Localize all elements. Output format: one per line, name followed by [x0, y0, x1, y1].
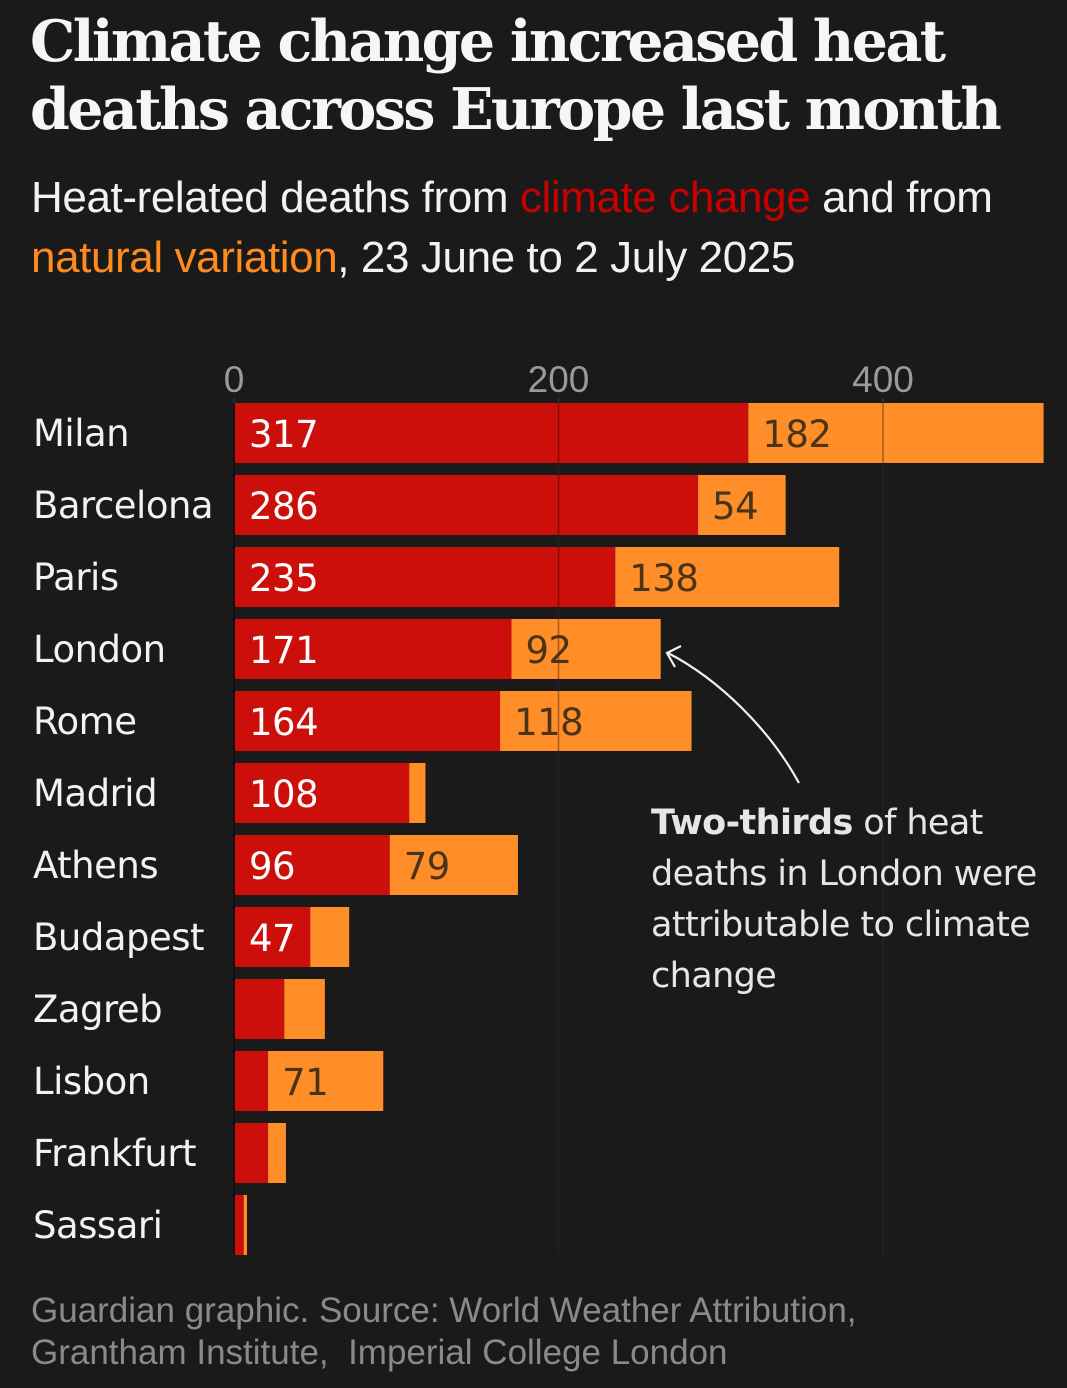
bar-climate-change	[234, 691, 501, 751]
category-label: London	[33, 628, 166, 671]
x-tick-label: 400	[852, 359, 914, 400]
bar-row-rome	[234, 691, 692, 751]
bar-climate-change	[234, 1123, 269, 1183]
annotation-arrow-line	[667, 652, 800, 784]
bar-chart: 0 200 400 Milan 317 182 Barcelona 286 54 Paris 23…	[33, 359, 1044, 1255]
bar-natural-variation	[243, 1195, 247, 1255]
bar-row-london	[234, 619, 661, 679]
bar-climate-change	[234, 475, 699, 535]
bar-natural-variation	[698, 475, 786, 535]
legend-climate-change: climate change	[519, 173, 811, 222]
value-label-natural-variation: 138	[629, 557, 698, 600]
category-label: Paris	[33, 556, 119, 599]
value-label-natural-variation: 54	[712, 485, 758, 528]
bar-natural-variation	[409, 763, 426, 823]
value-label-climate-change: 235	[249, 557, 318, 600]
bar-row-budapest	[234, 907, 350, 967]
annotation-arrow	[665, 645, 800, 784]
source-caption: Guardian graphic. Source: World Weather …	[31, 1290, 1031, 1374]
bar-natural-variation	[268, 1123, 286, 1183]
subtitle-middle: and from	[810, 173, 993, 222]
category-label: Madrid	[33, 772, 157, 815]
value-label-climate-change: 108	[249, 773, 318, 816]
category-label: Rome	[33, 700, 137, 743]
annotation-text: Two-thirds of heat deaths in London were…	[651, 798, 1051, 1002]
x-tick-label: 0	[224, 359, 245, 400]
bar-natural-variation	[389, 835, 518, 895]
bar-row-milan	[234, 403, 1044, 463]
bar-climate-change	[234, 619, 512, 679]
chart-title: Climate change increased heat deaths acr…	[30, 8, 1002, 143]
bar-natural-variation	[268, 1051, 384, 1111]
bar-climate-change	[234, 979, 285, 1039]
annotation-bold: Two-thirds	[651, 803, 853, 843]
value-label-climate-change: 96	[249, 845, 295, 888]
caption-line-2: Grantham Institute, Imperial College Lon…	[31, 1333, 728, 1372]
bars	[234, 403, 1044, 1255]
value-label-natural-variation: 182	[762, 413, 831, 456]
category-label: Frankfurt	[33, 1132, 196, 1175]
value-label-climate-change: 171	[249, 629, 318, 672]
bar-climate-change	[234, 907, 311, 967]
legend-natural-variation: natural variation	[31, 233, 338, 282]
value-label-climate-change: 286	[249, 485, 318, 528]
bar-natural-variation	[615, 547, 840, 607]
value-label-natural-variation: 118	[514, 701, 583, 744]
value-label-climate-change: 317	[249, 413, 318, 456]
category-label: Zagreb	[33, 988, 162, 1031]
bar-row-athens	[234, 835, 518, 895]
annotation-arrowhead-icon	[665, 645, 682, 668]
chart-subtitle: Heat-related deaths from climate change …	[31, 168, 1051, 288]
bar-row-paris	[234, 547, 840, 607]
caption-line-1: Guardian graphic. Source: World Weather …	[31, 1291, 857, 1330]
bar-climate-change	[234, 403, 749, 463]
bar-climate-change	[234, 835, 390, 895]
value-label-climate-change: 47	[249, 917, 295, 960]
bar-natural-variation	[511, 619, 661, 679]
bar-row-barcelona	[234, 475, 786, 535]
category-label: Barcelona	[33, 484, 213, 527]
category-label: Budapest	[33, 916, 204, 959]
value-label-climate-change: 164	[249, 701, 318, 744]
bar-row-frankfurt	[234, 1123, 286, 1183]
bar-natural-variation	[748, 403, 1044, 463]
x-tick-label: 200	[528, 359, 590, 400]
bar-natural-variation	[500, 691, 692, 751]
bar-row-zagreb	[234, 979, 325, 1039]
bar-climate-change	[234, 763, 410, 823]
bar-climate-change	[234, 1051, 269, 1111]
bar-climate-change	[234, 1195, 244, 1255]
category-label: Lisbon	[33, 1060, 150, 1103]
value-label-natural-variation: 92	[525, 629, 571, 672]
bar-natural-variation	[310, 907, 350, 967]
value-label-natural-variation: 71	[282, 1061, 328, 1104]
bar-row-sassari	[234, 1195, 247, 1255]
category-label: Athens	[33, 844, 158, 887]
category-label: Sassari	[33, 1204, 162, 1247]
value-label-natural-variation: 79	[404, 845, 450, 888]
labels: Milan 317 182 Barcelona 286 54 Paris 235 138 Lond…	[33, 412, 832, 1247]
bar-row-lisbon	[234, 1051, 384, 1111]
gridlines-over-bars	[233, 403, 884, 1255]
bar-natural-variation	[284, 979, 325, 1039]
x-axis-ticks: 0 200 400	[224, 359, 914, 400]
bar-row-madrid	[234, 763, 426, 823]
annotation-rest: of heat deaths in London were attributab…	[651, 803, 1037, 996]
bar-climate-change	[234, 547, 616, 607]
category-label: Milan	[33, 412, 129, 455]
subtitle-prefix: Heat-related deaths from	[31, 173, 520, 222]
subtitle-suffix: , 23 June to 2 July 2025	[337, 233, 795, 282]
